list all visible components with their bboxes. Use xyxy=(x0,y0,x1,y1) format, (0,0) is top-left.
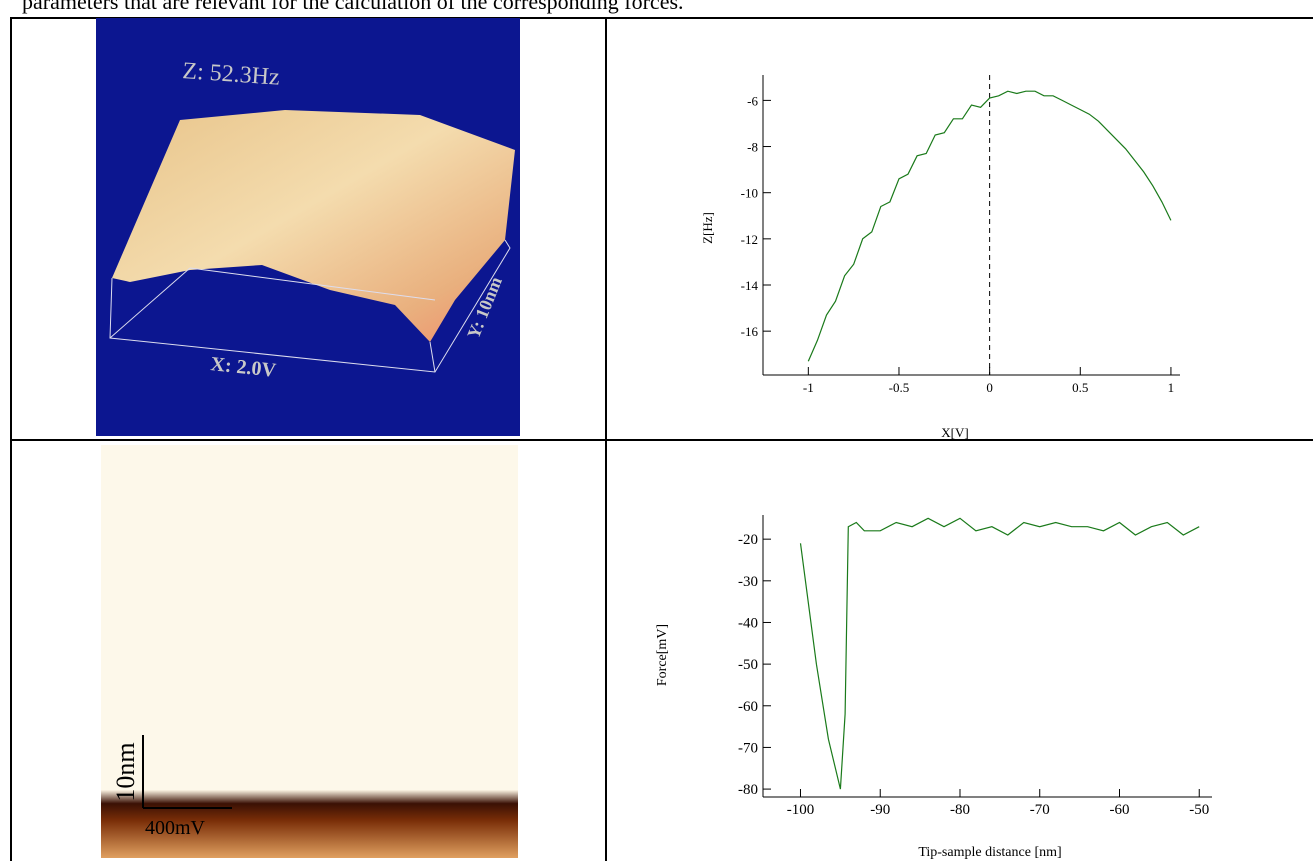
x-tick-label: -100 xyxy=(787,802,815,818)
y-tick-label: -8 xyxy=(747,140,758,155)
y-axis-label: Z[Hz] xyxy=(700,212,715,244)
x-tick-label: -70 xyxy=(1030,802,1050,818)
x-tick-label: 0 xyxy=(986,380,993,395)
data-line xyxy=(799,517,1200,790)
y-axis-label: Force[mV] xyxy=(655,624,670,686)
body-text: parameters that are relevant for the cal… xyxy=(22,0,684,14)
y-tick-label: -10 xyxy=(741,186,758,201)
data-line xyxy=(807,90,1172,362)
x-tick-label: 1 xyxy=(1168,380,1175,395)
y-tick-label: -70 xyxy=(738,740,758,756)
x-tick-label: -90 xyxy=(870,802,890,818)
scale-label: 10nm xyxy=(111,742,140,801)
y-tick-label: -50 xyxy=(738,657,758,673)
y-tick-label: -20 xyxy=(738,532,758,548)
x-axis-label: X[V] xyxy=(941,425,968,440)
x-axis-label: Tip-sample distance [nm] xyxy=(918,845,1061,860)
x-tick-label: 0.5 xyxy=(1072,380,1088,395)
y-tick-label: -40 xyxy=(738,615,758,631)
map-image: 10nm 400mV xyxy=(101,445,518,858)
y-tick-label: -80 xyxy=(738,782,758,798)
x-tick-label: -60 xyxy=(1109,802,1129,818)
surface-image: Z: 52.3Hz X: 2.0V Y: 10nm xyxy=(96,18,520,436)
x-tick-label: -0.5 xyxy=(889,380,910,395)
y-tick-label: -60 xyxy=(738,699,758,715)
y-tick-label: -30 xyxy=(738,574,758,590)
y-tick-label: -14 xyxy=(741,278,759,293)
x-tick-label: -1 xyxy=(803,380,814,395)
y-tick-label: -16 xyxy=(741,324,759,339)
x-tick-label: -50 xyxy=(1189,802,1209,818)
y-tick-label: -6 xyxy=(747,93,758,108)
x-tick-label: -80 xyxy=(950,802,970,818)
y-tick-label: -12 xyxy=(741,232,758,247)
scale-label: 400mV xyxy=(145,817,206,839)
